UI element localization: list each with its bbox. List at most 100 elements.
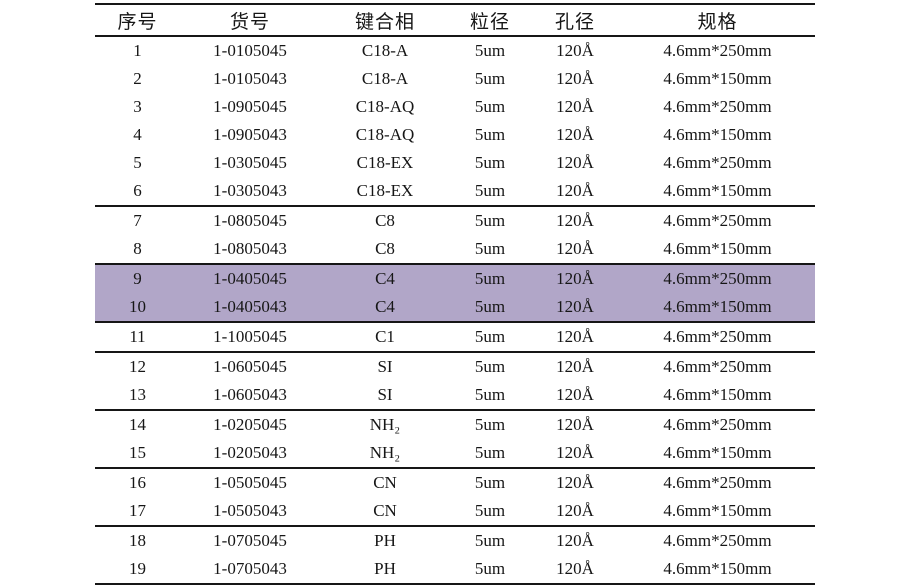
cell-spec: 4.6mm*250mm xyxy=(663,41,772,60)
cell-code: 1-0805045 xyxy=(213,211,287,230)
cell-code: 1-0605043 xyxy=(180,381,320,411)
cell-size: 5um xyxy=(474,153,506,172)
cell-no: 6 xyxy=(95,177,180,207)
cell-pore: 120Å xyxy=(556,153,594,172)
cell-code: 1-0305043 xyxy=(180,177,320,207)
table-row: 19 1-0705043 PH 5um 120Å 4.6mm*150mm xyxy=(95,555,815,585)
table-row: 15 1-0205043 NH₂ 5um 120Å 4.6mm*150mm xyxy=(95,439,815,469)
cell-code: 1-0505045 xyxy=(213,473,287,492)
cell-pore: 120Å xyxy=(530,177,620,207)
cell-no: 8 xyxy=(95,235,180,265)
cell-pore: 120Å xyxy=(556,69,594,88)
cell-pore: 120Å xyxy=(530,235,620,265)
cell-no: 3 xyxy=(133,97,142,116)
cell-size: 5um xyxy=(474,69,506,88)
cell-phase: SI xyxy=(320,381,450,411)
cell-no: 13 xyxy=(95,381,180,411)
cell-spec: 4.6mm*150mm xyxy=(620,497,815,527)
cell-spec: 4.6mm*150mm xyxy=(620,439,815,469)
cell-phase: PH xyxy=(374,531,396,550)
cell-code: 1-0305045 xyxy=(213,153,287,172)
cell-spec: 4.6mm*250mm xyxy=(620,264,815,293)
cell-spec: 4.6mm*150mm xyxy=(620,177,815,207)
cell-no: 18 xyxy=(129,531,146,550)
cell-size: 5um xyxy=(474,357,506,376)
cell-spec: 4.6mm*250mm xyxy=(663,153,772,172)
cell-size: 5um xyxy=(450,264,530,293)
cell-code: 1-0705045 xyxy=(213,531,287,550)
cell-phase: C18-EX xyxy=(320,177,450,207)
cell-phase: C4 xyxy=(320,264,450,293)
cell-size: 5um xyxy=(474,97,506,116)
cell-size: 5um xyxy=(450,439,530,469)
column-header-code: 货号 xyxy=(180,3,320,37)
cell-spec: 4.6mm*250mm xyxy=(663,415,772,434)
cell-pore: 120Å xyxy=(530,381,620,411)
table-row: 6 1-0305043 C18-EX 5um 120Å 4.6mm*150mm xyxy=(95,177,815,207)
table-row: 11 1-1005045 C1 5um 120Å 4.6mm*250mm xyxy=(95,322,815,353)
cell-size: 5um xyxy=(450,177,530,207)
cell-code: 1-0605045 xyxy=(213,357,287,376)
cell-no: 10 xyxy=(95,293,180,323)
cell-pore: 120Å xyxy=(530,555,620,585)
cell-size: 5um xyxy=(474,125,506,144)
cell-phase: NH₂ xyxy=(320,439,450,469)
cell-phase: PH xyxy=(320,555,450,585)
column-header-no: 序号 xyxy=(95,3,180,37)
cell-pore: 120Å xyxy=(556,357,594,376)
cell-no: 15 xyxy=(95,439,180,469)
cell-no: 11 xyxy=(95,322,180,353)
cell-size: 5um xyxy=(474,415,506,434)
product-table: 序号 货号 键合相 粒径 孔径 规格 1 1-0105045 C18-A 5um 120Å 4.6m… xyxy=(95,3,815,585)
cell-spec: 4.6mm*250mm xyxy=(663,531,772,550)
cell-no: 17 xyxy=(95,497,180,527)
cell-spec: 4.6mm*150mm xyxy=(620,293,815,323)
cell-no: 4 xyxy=(133,125,142,144)
cell-pore: 120Å xyxy=(556,41,594,60)
cell-code: 1-0205045 xyxy=(213,415,287,434)
cell-pore: 120Å xyxy=(530,497,620,527)
table-row: 18 1-0705045 PH 5um 120Å 4.6mm*250mm xyxy=(95,526,815,555)
cell-phase: CN xyxy=(320,497,450,527)
cell-spec: 4.6mm*250mm xyxy=(663,357,772,376)
cell-pore: 120Å xyxy=(530,293,620,323)
cell-size: 5um xyxy=(474,41,506,60)
cell-code: 1-0905045 xyxy=(213,97,287,116)
cell-pore: 120Å xyxy=(556,473,594,492)
cell-phase: C8 xyxy=(320,235,450,265)
cell-size: 5um xyxy=(450,322,530,353)
table-row: 2 1-0105043 C18-A 5um 120Å 4.6mm*150mm xyxy=(95,65,815,93)
table-row-highlighted: 10 1-0405043 C4 5um 120Å 4.6mm*150mm xyxy=(95,293,815,323)
cell-no: 16 xyxy=(129,473,146,492)
cell-size: 5um xyxy=(450,235,530,265)
cell-size: 5um xyxy=(450,293,530,323)
cell-no: 1 xyxy=(133,41,142,60)
cell-size: 5um xyxy=(450,381,530,411)
cell-size: 5um xyxy=(474,531,506,550)
table-row: 17 1-0505043 CN 5um 120Å 4.6mm*150mm xyxy=(95,497,815,527)
column-header-size: 粒径 xyxy=(450,3,530,37)
table-row: 5 1-0305045 C18-EX 5um 120Å 4.6mm*250mm xyxy=(95,149,815,177)
cell-spec: 4.6mm*150mm xyxy=(620,235,815,265)
cell-size: 5um xyxy=(450,555,530,585)
cell-no: 5 xyxy=(133,153,142,172)
cell-code: 1-0405043 xyxy=(180,293,320,323)
cell-code: 1-0805043 xyxy=(180,235,320,265)
cell-phase: C1 xyxy=(320,322,450,353)
cell-size: 5um xyxy=(450,497,530,527)
column-header-phase: 键合相 xyxy=(320,3,450,37)
column-header-pore: 孔径 xyxy=(530,3,620,37)
cell-code: 1-0205043 xyxy=(180,439,320,469)
cell-spec: 4.6mm*250mm xyxy=(663,473,772,492)
cell-spec: 4.6mm*250mm xyxy=(663,211,772,230)
cell-spec: 4.6mm*150mm xyxy=(663,125,772,144)
table-row: 8 1-0805043 C8 5um 120Å 4.6mm*150mm xyxy=(95,235,815,265)
cell-no: 12 xyxy=(129,357,146,376)
cell-pore: 120Å xyxy=(530,264,620,293)
cell-code: 1-0105043 xyxy=(213,69,287,88)
table-row: 7 1-0805045 C8 5um 120Å 4.6mm*250mm xyxy=(95,206,815,235)
table-row: 14 1-0205045 NH₂ 5um 120Å 4.6mm*250mm xyxy=(95,410,815,439)
table-head: 序号 货号 键合相 粒径 孔径 规格 xyxy=(95,3,815,37)
cell-no: 2 xyxy=(133,69,142,88)
